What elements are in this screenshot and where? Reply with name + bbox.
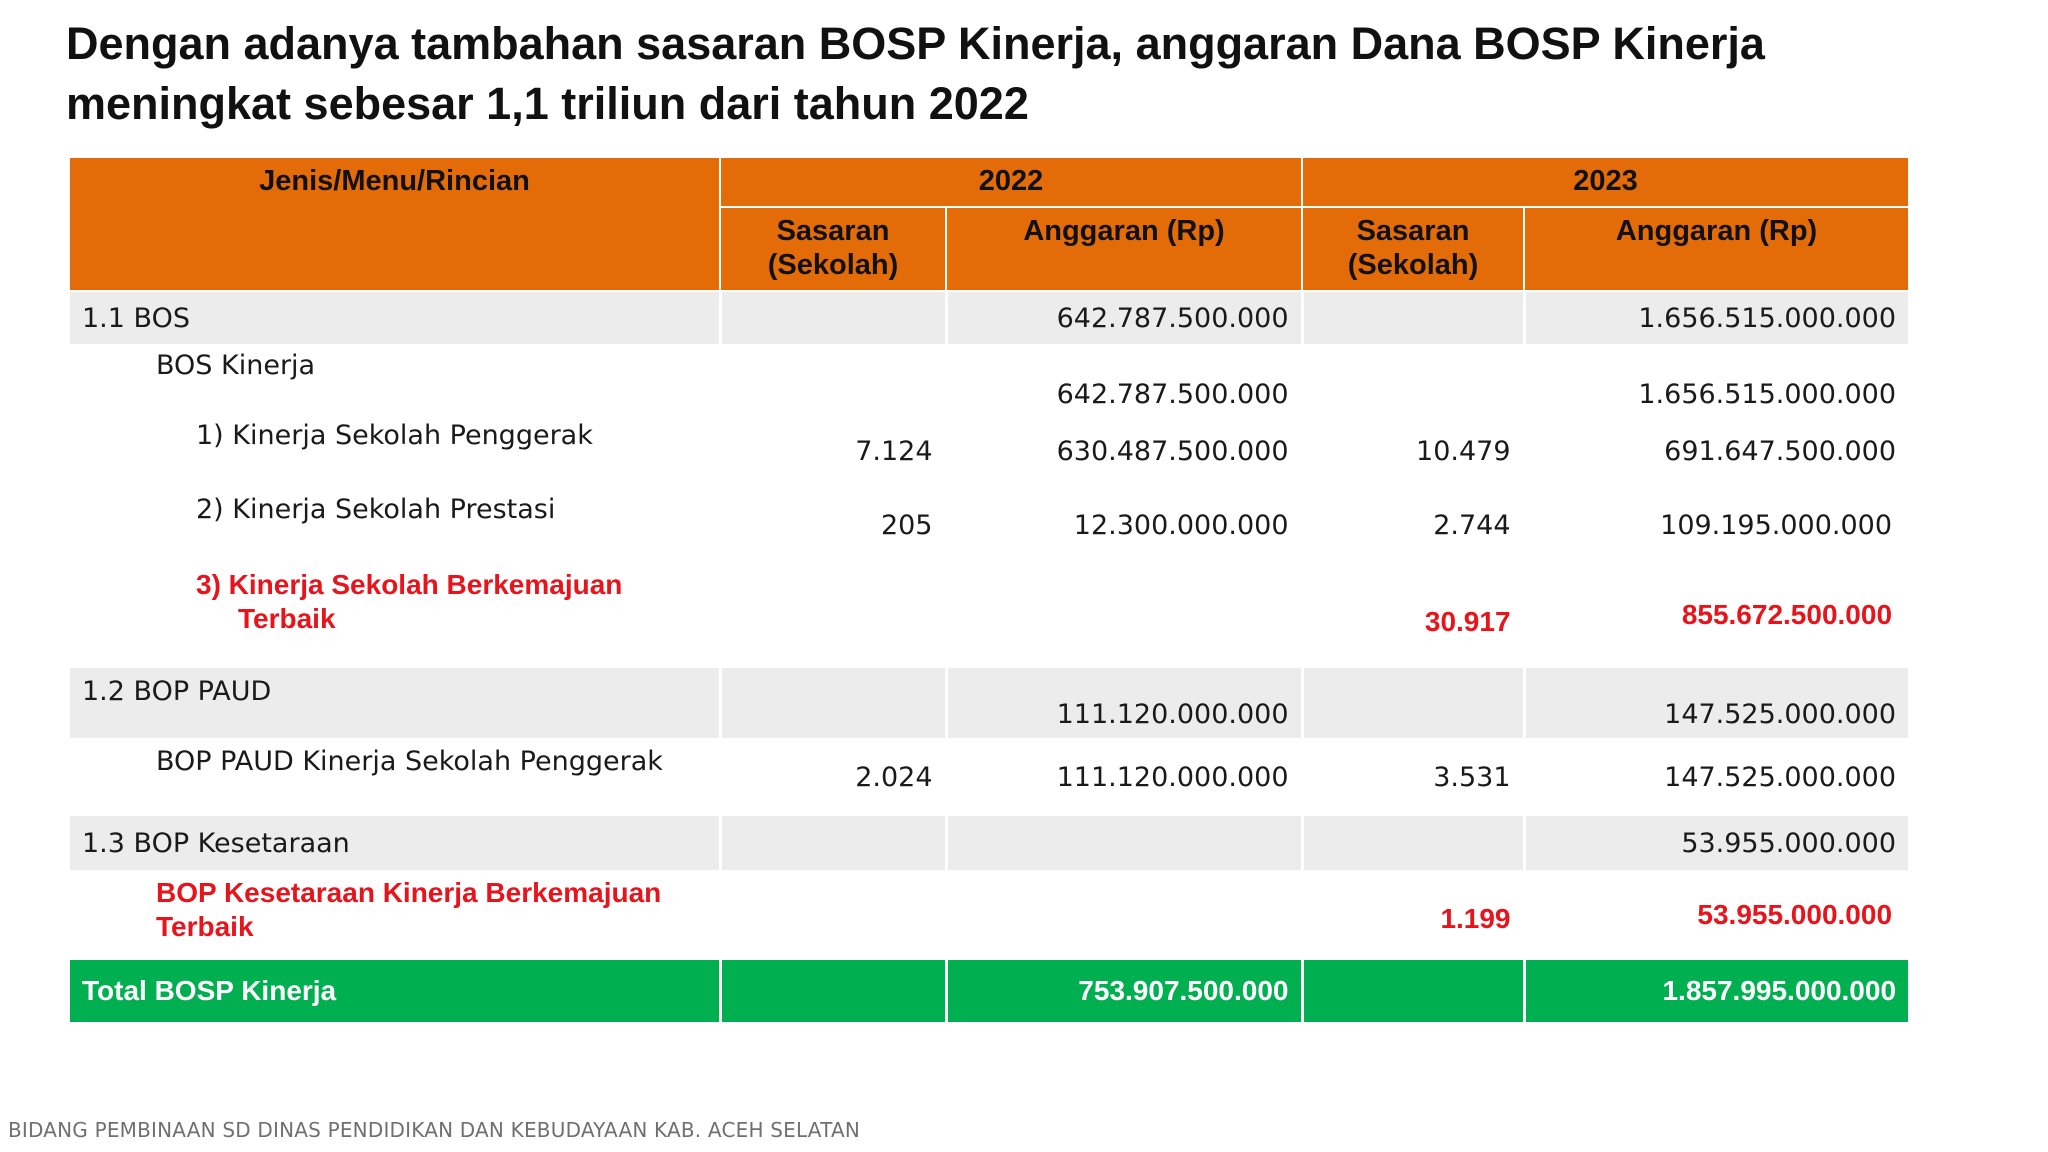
cell-anggaran-2022: 642.787.500.000 bbox=[946, 344, 1304, 414]
row-label: 2) Kinerja Sekolah Prestasi bbox=[70, 488, 722, 562]
cell-sasaran-2023 bbox=[1302, 291, 1526, 344]
table-row-bop-kesetaraan: 1.3 BOP Kesetaraan 53.955.000.000 bbox=[70, 816, 1909, 870]
cell-sasaran-2023: 1.199 bbox=[1302, 870, 1526, 960]
total-anggaran-2022: 753.907.500.000 bbox=[946, 960, 1304, 1022]
row-label: BOS Kinerja bbox=[70, 344, 722, 414]
total-anggaran-2023: 1.857.995.000.000 bbox=[1524, 960, 1909, 1022]
slide-title: Dengan adanya tambahan sasaran BOSP Kine… bbox=[66, 14, 1966, 134]
header-sasaran-2023: Sasaran (Sekolah) bbox=[1302, 207, 1526, 292]
table-row-kinerja-prestasi: 2) Kinerja Sekolah Prestasi 205 12.300.0… bbox=[70, 488, 1909, 562]
cell-anggaran-2022 bbox=[946, 870, 1304, 960]
cell-anggaran-2022: 642.787.500.000 bbox=[946, 291, 1304, 344]
table-row-bop-paud-kinerja: BOP PAUD Kinerja Sekolah Penggerak 2.024… bbox=[70, 738, 1909, 816]
cell-anggaran-2022 bbox=[946, 562, 1304, 668]
header-jenis: Jenis/Menu/Rincian bbox=[70, 158, 721, 292]
header-year-2022: 2022 bbox=[720, 158, 1304, 208]
cell-anggaran-2022: 630.487.500.000 bbox=[946, 414, 1304, 488]
cell-anggaran-2023: 53.955.000.000 bbox=[1524, 870, 1909, 960]
cell-sasaran-2022: 205 bbox=[720, 488, 948, 562]
cell-anggaran-2022: 111.120.000.000 bbox=[946, 668, 1304, 738]
row-label: 1.1 BOS bbox=[70, 291, 722, 344]
total-label: Total BOSP Kinerja bbox=[70, 960, 722, 1022]
cell-sasaran-2023: 2.744 bbox=[1302, 488, 1526, 562]
header-anggaran-2022: Anggaran (Rp) bbox=[946, 207, 1304, 292]
cell-anggaran-2023: 691.647.500.000 bbox=[1524, 414, 1909, 488]
header-row-years: Jenis/Menu/Rincian 2022 2023 bbox=[70, 158, 1909, 292]
cell-anggaran-2023: 1.656.515.000.000 bbox=[1524, 291, 1909, 344]
cell-sasaran-2022 bbox=[720, 816, 948, 870]
footer-text: BIDANG PEMBINAAN SD DINAS PENDIDIKAN DAN… bbox=[8, 1118, 861, 1142]
row-label-line2: Terbaik bbox=[156, 911, 254, 942]
cell-sasaran-2022 bbox=[720, 562, 948, 668]
row-label-line1: 3) Kinerja Sekolah Berkemajuan bbox=[196, 569, 623, 600]
cell-anggaran-2023: 147.525.000.000 bbox=[1524, 668, 1909, 738]
header-year-2023: 2023 bbox=[1302, 158, 1909, 208]
cell-anggaran-2023: 855.672.500.000 bbox=[1524, 562, 1909, 668]
row-label-line2: Terbaik bbox=[238, 603, 336, 634]
row-label: 1.2 BOP PAUD bbox=[70, 668, 722, 738]
cell-anggaran-2022: 12.300.000.000 bbox=[946, 488, 1304, 562]
table-row-bos: 1.1 BOS 642.787.500.000 1.656.515.000.00… bbox=[70, 291, 1909, 344]
slide-title-line2: meningkat sebesar 1,1 triliun dari tahun… bbox=[66, 78, 1029, 129]
total-sasaran-2023 bbox=[1302, 960, 1526, 1022]
cell-anggaran-2022 bbox=[946, 816, 1304, 870]
cell-sasaran-2023: 30.917 bbox=[1302, 562, 1526, 668]
total-sasaran-2022 bbox=[720, 960, 948, 1022]
table-row-total: Total BOSP Kinerja 753.907.500.000 1.857… bbox=[70, 960, 1909, 1022]
cell-anggaran-2023: 147.525.000.000 bbox=[1524, 738, 1909, 816]
table-row-kinerja-berkemajuan: 3) Kinerja Sekolah Berkemajuan Terbaik 3… bbox=[70, 562, 1909, 668]
cell-sasaran-2023: 10.479 bbox=[1302, 414, 1526, 488]
row-label-line1: BOP Kesetaraan Kinerja Berkemajuan bbox=[156, 877, 662, 908]
row-label: 1.3 BOP Kesetaraan bbox=[70, 816, 722, 870]
cell-sasaran-2023 bbox=[1302, 668, 1526, 738]
row-label: BOP PAUD Kinerja Sekolah Penggerak bbox=[70, 738, 722, 816]
cell-anggaran-2023: 109.195.000.000 bbox=[1524, 488, 1909, 562]
cell-sasaran-2023 bbox=[1302, 816, 1526, 870]
header-sasaran-2022: Sasaran (Sekolah) bbox=[720, 207, 947, 292]
cell-sasaran-2022 bbox=[720, 291, 948, 344]
cell-anggaran-2023: 53.955.000.000 bbox=[1524, 816, 1909, 870]
cell-anggaran-2023: 1.656.515.000.000 bbox=[1524, 344, 1909, 414]
table-row-kinerja-penggerak: 1) Kinerja Sekolah Penggerak 7.124 630.4… bbox=[70, 414, 1909, 488]
slide-title-line1: Dengan adanya tambahan sasaran BOSP Kine… bbox=[66, 18, 1765, 69]
cell-sasaran-2022: 7.124 bbox=[720, 414, 948, 488]
table-row-bos-kinerja: BOS Kinerja 642.787.500.000 1.656.515.00… bbox=[70, 344, 1909, 414]
table-row-bop-kesetaraan-kinerja: BOP Kesetaraan Kinerja Berkemajuan Terba… bbox=[70, 870, 1909, 960]
cell-sasaran-2022: 2.024 bbox=[720, 738, 948, 816]
cell-sasaran-2022 bbox=[720, 870, 948, 960]
cell-anggaran-2022: 111.120.000.000 bbox=[946, 738, 1304, 816]
cell-sasaran-2023 bbox=[1302, 344, 1526, 414]
row-label: 1) Kinerja Sekolah Penggerak bbox=[70, 414, 722, 488]
cell-sasaran-2023: 3.531 bbox=[1302, 738, 1526, 816]
header-anggaran-2023: Anggaran (Rp) bbox=[1524, 207, 1909, 292]
row-label: 3) Kinerja Sekolah Berkemajuan Terbaik bbox=[70, 562, 722, 668]
cell-sasaran-2022 bbox=[720, 344, 948, 414]
header-row-subcolumns: Sasaran (Sekolah) Anggaran (Rp) Sasaran … bbox=[70, 207, 1909, 292]
bosp-kinerja-table: Jenis/Menu/Rincian 2022 2023 Sasaran (Se… bbox=[70, 158, 1909, 1022]
cell-sasaran-2022 bbox=[720, 668, 948, 738]
table-row-bop-paud: 1.2 BOP PAUD 111.120.000.000 147.525.000… bbox=[70, 668, 1909, 738]
row-label: BOP Kesetaraan Kinerja Berkemajuan Terba… bbox=[70, 870, 722, 960]
